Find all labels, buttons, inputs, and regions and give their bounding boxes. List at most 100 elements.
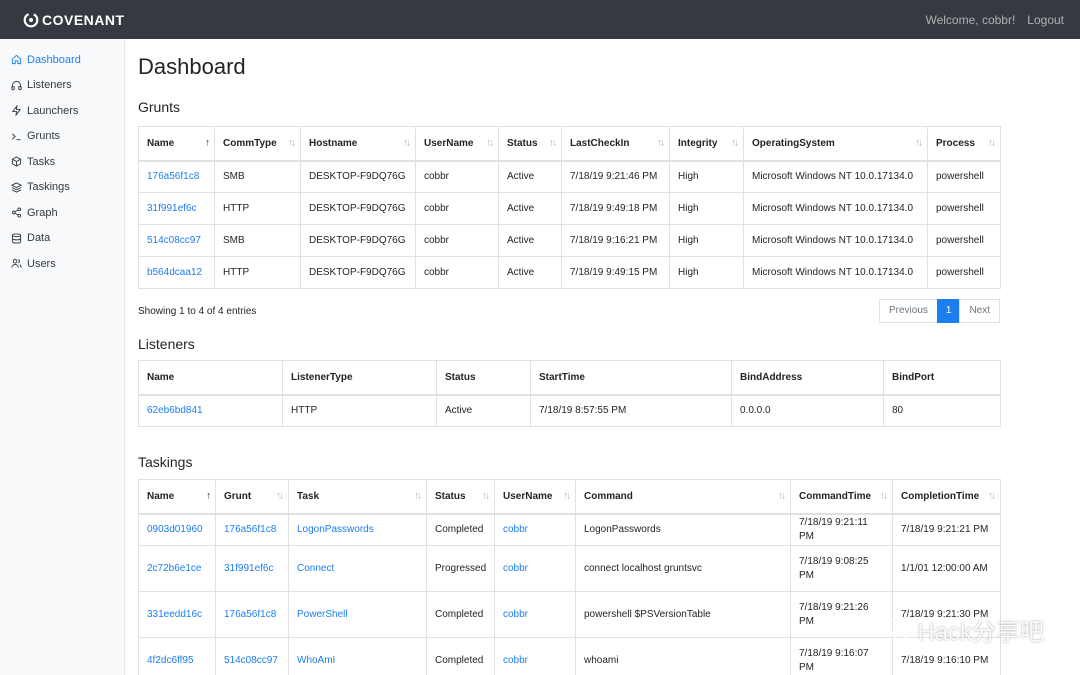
- table-cell: Microsoft Windows NT 10.0.17134.0: [743, 192, 928, 225]
- sort-ascending-icon: ↑: [205, 137, 210, 149]
- column-header-grunt[interactable]: Grunt ↑↓: [215, 479, 289, 515]
- table-cell: DESKTOP-F9DQ76G: [300, 160, 416, 193]
- table-cell: SMB: [214, 160, 301, 193]
- sidebar-item-label: Data: [27, 232, 51, 245]
- table-header-row: Name ListenerType Status StartTime BindA…: [138, 360, 1001, 396]
- sidebar-item-graph[interactable]: Graph: [0, 200, 124, 226]
- sort-icon: ↑↓: [880, 490, 888, 502]
- column-header-command[interactable]: Command ↑↓: [575, 479, 791, 515]
- task-link[interactable]: Connect: [288, 545, 427, 592]
- grunt-link[interactable]: 31f991ef6c: [215, 545, 289, 592]
- sidebar-item-launchers[interactable]: Launchers: [0, 98, 124, 124]
- sort-icon: ↑↓: [915, 137, 923, 149]
- zap-icon: [11, 105, 22, 117]
- user-link[interactable]: cobbr: [494, 545, 576, 592]
- column-header-bindaddress[interactable]: BindAddress: [731, 360, 884, 396]
- column-header-name[interactable]: Name ↑: [138, 479, 216, 515]
- task-link[interactable]: WhoAmI: [288, 637, 427, 675]
- column-header-username[interactable]: UserName ↑↓: [494, 479, 576, 515]
- column-header-lastcheckin[interactable]: LastCheckIn ↑↓: [561, 126, 670, 162]
- sidebar-item-label: Graph: [27, 206, 58, 219]
- watermark-text: Hack分享吧: [917, 619, 1044, 646]
- table-cell: HTTP: [214, 256, 301, 289]
- table-cell: High: [669, 192, 744, 225]
- sidebar: Dashboard Listeners Launchers Grunts Tas…: [0, 39, 125, 675]
- column-header-listenertype[interactable]: ListenerType: [282, 360, 437, 396]
- tasking-name-link[interactable]: 2c72b6e1ce: [138, 545, 216, 592]
- sidebar-item-label: Launchers: [27, 104, 79, 117]
- brand-logo[interactable]: COVENANT: [22, 11, 125, 29]
- sidebar-item-data[interactable]: Data: [0, 226, 124, 252]
- column-header-name[interactable]: Name ↑: [138, 126, 215, 162]
- user-link[interactable]: cobbr: [494, 591, 576, 638]
- sidebar-item-tasks[interactable]: Tasks: [0, 149, 124, 175]
- previous-page-button[interactable]: Previous: [878, 299, 938, 323]
- sidebar-item-dashboard[interactable]: Dashboard: [0, 47, 124, 73]
- table-cell: Active: [498, 192, 562, 225]
- page-1-button[interactable]: 1: [936, 299, 961, 323]
- sidebar-item-label: Users: [27, 257, 56, 270]
- grunt-name-link[interactable]: b564dcaa12: [138, 256, 215, 289]
- column-header-task[interactable]: Task ↑↓: [288, 479, 427, 515]
- tasking-name-link[interactable]: 331eedd16c: [138, 591, 216, 638]
- next-page-button[interactable]: Next: [959, 299, 1000, 323]
- sidebar-item-grunts[interactable]: Grunts: [0, 124, 124, 150]
- sidebar-item-users[interactable]: Users: [0, 251, 124, 277]
- table-cell: Completed: [426, 591, 495, 638]
- table-cell: 7/18/19 9:16:10 PM: [892, 637, 1001, 675]
- tasking-name-link[interactable]: 0903d01960: [138, 513, 216, 546]
- table-row: 2c72b6e1ce 31f991ef6c Connect Progressed…: [138, 545, 1001, 592]
- sidebar-item-label: Dashboard: [27, 53, 81, 66]
- column-header-name[interactable]: Name: [138, 360, 283, 396]
- logout-link[interactable]: Logout: [1027, 12, 1064, 27]
- sort-icon: ↑↓: [731, 137, 739, 149]
- table-cell: 7/18/19 9:21:46 PM: [561, 160, 670, 193]
- table-cell: LogonPasswords: [575, 513, 791, 546]
- table-cell: HTTP: [282, 394, 437, 427]
- column-header-commandtime[interactable]: CommandTime ↑↓: [790, 479, 893, 515]
- grunt-link[interactable]: 514c08cc97: [215, 637, 289, 675]
- column-header-hostname[interactable]: Hostname ↑↓: [300, 126, 416, 162]
- users-icon: [11, 259, 22, 268]
- table-cell: powershell: [927, 160, 1001, 193]
- column-header-commtype[interactable]: CommType ↑↓: [214, 126, 301, 162]
- table-row: 331eedd16c 176a56f1c8 PowerShell Complet…: [138, 591, 1001, 638]
- column-header-bindport[interactable]: BindPort: [883, 360, 1001, 396]
- table-cell: DESKTOP-F9DQ76G: [300, 192, 416, 225]
- table-cell: High: [669, 160, 744, 193]
- grunt-link[interactable]: 176a56f1c8: [215, 513, 289, 546]
- table-cell: Progressed: [426, 545, 495, 592]
- column-header-operatingsystem[interactable]: OperatingSystem ↑↓: [743, 126, 928, 162]
- table-cell: Active: [498, 256, 562, 289]
- grunt-name-link[interactable]: 176a56f1c8: [138, 160, 215, 193]
- column-header-process[interactable]: Process ↑↓: [927, 126, 1001, 162]
- table-header-row: Name ↑ CommType ↑↓ Hostname ↑↓ UserName ↑↓ S…: [138, 126, 1001, 162]
- grunts-table: Name ↑ CommType ↑↓ Hostname ↑↓ UserName ↑↓ S…: [138, 126, 1001, 289]
- listener-name-link[interactable]: 62eb6bd841: [138, 394, 283, 427]
- table-cell: DESKTOP-F9DQ76G: [300, 224, 416, 257]
- tasking-name-link[interactable]: 4f2dc6ff95: [138, 637, 216, 675]
- table-info-text: Showing 1 to 4 of 4 entries: [138, 305, 257, 317]
- column-header-status[interactable]: Status ↑↓: [426, 479, 495, 515]
- table-cell: 7/18/19 9:21:21 PM: [892, 513, 1001, 546]
- task-link[interactable]: PowerShell: [288, 591, 427, 638]
- page-title: Dashboard: [138, 54, 246, 79]
- column-header-completiontime[interactable]: CompletionTime ↑↓: [892, 479, 1001, 515]
- table-cell: Microsoft Windows NT 10.0.17134.0: [743, 160, 928, 193]
- database-icon: [11, 233, 22, 244]
- grunt-link[interactable]: 176a56f1c8: [215, 591, 289, 638]
- user-link[interactable]: cobbr: [494, 637, 576, 675]
- table-cell: powershell: [927, 224, 1001, 257]
- column-header-status[interactable]: Status: [436, 360, 531, 396]
- grunt-name-link[interactable]: 31f991ef6c: [138, 192, 215, 225]
- sidebar-item-taskings[interactable]: Taskings: [0, 175, 124, 201]
- sort-icon: ↑↓: [988, 490, 996, 502]
- grunt-name-link[interactable]: 514c08cc97: [138, 224, 215, 257]
- column-header-status[interactable]: Status ↑↓: [498, 126, 562, 162]
- user-link[interactable]: cobbr: [494, 513, 576, 546]
- column-header-username[interactable]: UserName ↑↓: [415, 126, 499, 162]
- task-link[interactable]: LogonPasswords: [288, 513, 427, 546]
- column-header-starttime[interactable]: StartTime: [530, 360, 732, 396]
- sidebar-item-listeners[interactable]: Listeners: [0, 73, 124, 99]
- column-header-integrity[interactable]: Integrity ↑↓: [669, 126, 744, 162]
